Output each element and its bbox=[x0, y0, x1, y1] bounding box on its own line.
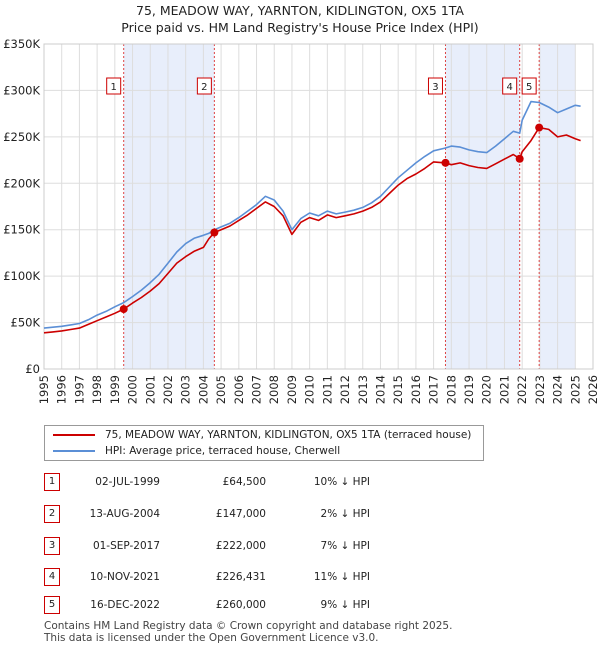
x-tick-label: 2021 bbox=[497, 375, 511, 404]
legend-label-property: 75, MEADOW WAY, YARNTON, KIDLINGTON, OX5… bbox=[105, 429, 472, 441]
shaded-period-1 bbox=[123, 44, 215, 369]
sale-point-2 bbox=[210, 228, 219, 237]
x-tick-label: 2000 bbox=[126, 375, 140, 404]
sale-price: £147,000 bbox=[215, 508, 266, 520]
y-tick-label: £50K bbox=[11, 316, 41, 330]
sale-label-box-4 bbox=[502, 77, 518, 95]
x-tick-label: 2019 bbox=[462, 375, 476, 404]
plot-border bbox=[43, 43, 594, 370]
sale-label-box-1 bbox=[106, 77, 122, 95]
x-tick-label: 1997 bbox=[72, 375, 86, 404]
sale-price: £260,000 bbox=[215, 599, 266, 611]
x-tick-label: 2003 bbox=[179, 375, 193, 404]
sale-hpi-diff: 10% ↓ HPI bbox=[313, 476, 370, 488]
chart-plot: £0 £50K £100K £150K £200K £250K £300K £350K 1995… bbox=[3, 37, 600, 404]
x-tick-label: 2024 bbox=[551, 375, 565, 404]
x-tick-label: 2016 bbox=[409, 375, 423, 404]
sale-number: 1 bbox=[44, 473, 60, 491]
y-tick-label: £200K bbox=[3, 176, 40, 190]
sale-date: 01-SEP-2017 bbox=[92, 540, 160, 552]
chart-subtitle: Price paid vs. HM Land Registry's House … bbox=[121, 20, 479, 35]
x-tick-label: 2026 bbox=[586, 375, 600, 404]
sale-number: 5 bbox=[44, 596, 60, 614]
x-tick-label: 2007 bbox=[250, 375, 264, 404]
x-tick-label: 2012 bbox=[338, 375, 352, 404]
x-tick-label: 2013 bbox=[356, 375, 370, 404]
sale-date: 10-NOV-2021 bbox=[89, 571, 160, 583]
legend-swatch-hpi bbox=[53, 450, 95, 452]
x-tick-label: 2014 bbox=[373, 375, 387, 404]
x-tick-label: 1999 bbox=[108, 375, 122, 404]
x-tick-label: 2022 bbox=[515, 375, 529, 404]
property-price-line bbox=[43, 126, 581, 334]
sale-point-3 bbox=[441, 158, 450, 167]
y-tick-label: £300K bbox=[3, 83, 40, 97]
x-tick-label: 1998 bbox=[90, 375, 104, 404]
x-tick-label: 2004 bbox=[196, 375, 210, 404]
sale-label-2: 2 bbox=[201, 82, 207, 93]
x-tick-label: 2009 bbox=[285, 375, 299, 404]
y-tick-label: £100K bbox=[3, 269, 40, 283]
sale-label-4: 4 bbox=[506, 82, 512, 93]
sale-price: £222,000 bbox=[215, 540, 266, 552]
x-tick-label: 2015 bbox=[391, 375, 405, 404]
sale-label-5: 5 bbox=[526, 82, 532, 93]
sale-label-box-5 bbox=[521, 77, 537, 95]
x-tick-label: 2010 bbox=[303, 375, 317, 404]
sale-hpi-diff: 11% ↓ HPI bbox=[313, 571, 370, 583]
sale-hpi-diff: 9% ↓ HPI bbox=[320, 599, 370, 611]
sale-row: 1 02-JUL-1999 £64,500 10% ↓ HPI bbox=[0, 473, 600, 491]
sale-row: 5 16-DEC-2022 £260,000 9% ↓ HPI bbox=[0, 596, 600, 614]
chart-legend: 75, MEADOW WAY, YARNTON, KIDLINGTON, OX5… bbox=[44, 425, 484, 461]
sale-row: 3 01-SEP-2017 £222,000 7% ↓ HPI bbox=[0, 537, 600, 555]
sale-date: 16-DEC-2022 bbox=[90, 599, 160, 611]
x-tick-label: 2017 bbox=[427, 375, 441, 404]
footer-licence: This data is licensed under the Open Gov… bbox=[44, 632, 379, 644]
hpi-line bbox=[43, 100, 581, 329]
sale-hpi-diff: 7% ↓ HPI bbox=[320, 540, 370, 552]
sale-hpi-diff: 2% ↓ HPI bbox=[320, 508, 370, 520]
sale-label-box-2 bbox=[196, 77, 212, 95]
x-tick-label: 2002 bbox=[161, 375, 175, 404]
sale-point-5 bbox=[535, 123, 544, 132]
sale-label-3: 3 bbox=[432, 82, 438, 93]
sale-date: 13-AUG-2004 bbox=[89, 508, 160, 520]
y-tick-label: £0 bbox=[25, 362, 40, 376]
x-tick-label: 2023 bbox=[533, 375, 547, 404]
sale-point-1 bbox=[119, 305, 128, 314]
x-tick-label: 2001 bbox=[143, 375, 157, 404]
x-tick-label: 2008 bbox=[267, 375, 281, 404]
footer-copyright: Contains HM Land Registry data © Crown c… bbox=[44, 620, 453, 632]
sale-row: 4 10-NOV-2021 £226,431 11% ↓ HPI bbox=[0, 568, 600, 586]
x-tick-label: 2006 bbox=[232, 375, 246, 404]
x-tick-label: 2020 bbox=[480, 375, 494, 404]
shaded-period-2 bbox=[445, 44, 520, 369]
sale-number: 2 bbox=[44, 505, 60, 523]
y-tick-label: £250K bbox=[3, 130, 40, 144]
chart-title: 75, MEADOW WAY, YARNTON, KIDLINGTON, OX5… bbox=[136, 3, 464, 18]
x-tick-label: 2018 bbox=[444, 375, 458, 404]
sale-price: £64,500 bbox=[222, 476, 266, 488]
sale-price: £226,431 bbox=[215, 571, 266, 583]
x-tick-label: 1996 bbox=[55, 375, 69, 404]
sale-label-box-3 bbox=[427, 77, 443, 95]
y-tick-label: £150K bbox=[3, 223, 40, 237]
sale-label-1: 1 bbox=[111, 82, 117, 93]
x-tick-label: 2025 bbox=[568, 375, 582, 404]
legend-label-hpi: HPI: Average price, terraced house, Cher… bbox=[105, 445, 341, 457]
x-tick-label: 2005 bbox=[214, 375, 228, 404]
y-tick-label: £350K bbox=[3, 37, 40, 51]
sale-number: 4 bbox=[44, 568, 60, 586]
sale-date: 02-JUL-1999 bbox=[95, 476, 160, 488]
sale-number: 3 bbox=[44, 537, 60, 555]
x-tick-label: 2011 bbox=[320, 375, 334, 404]
legend-swatch-property bbox=[53, 434, 95, 436]
x-tick-label: 1995 bbox=[37, 375, 51, 404]
sale-point-4 bbox=[515, 154, 524, 163]
sale-row: 2 13-AUG-2004 £147,000 2% ↓ HPI bbox=[0, 505, 600, 523]
